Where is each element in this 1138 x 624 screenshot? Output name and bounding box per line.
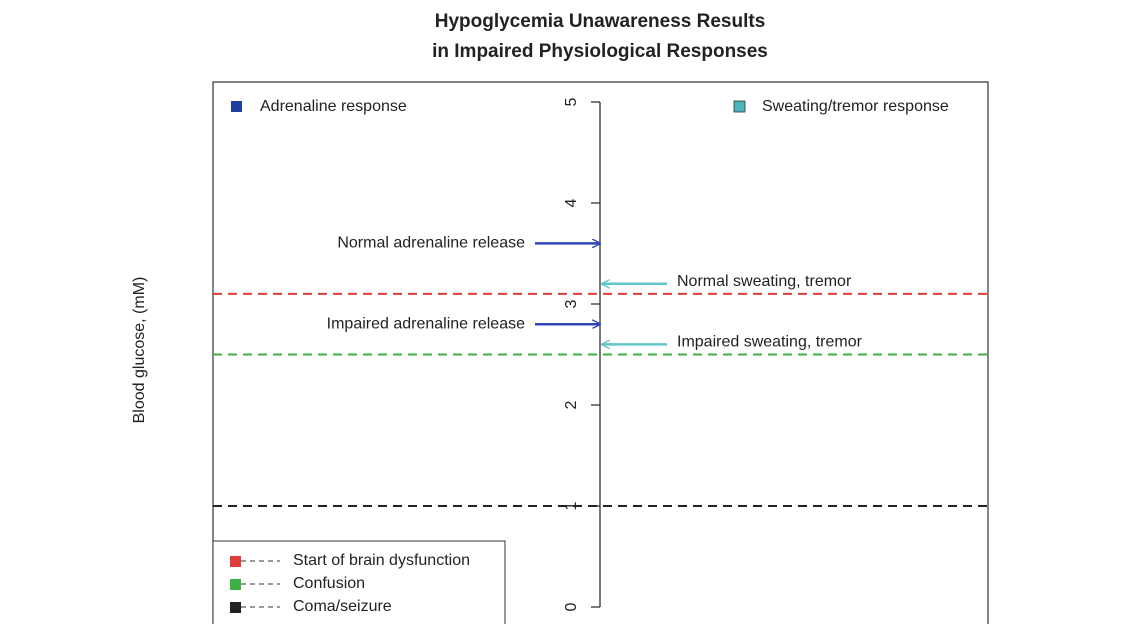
y-tick-label: 4: [563, 198, 580, 207]
y-tick-label: 2: [563, 400, 580, 409]
arrow-label: Impaired sweating, tremor: [677, 334, 863, 351]
arrow-label: Normal adrenaline release: [337, 235, 525, 252]
legend-label: Start of brain dysfunction: [293, 552, 470, 569]
plot-frame: [212, 81, 989, 624]
y-tick-label: 5: [563, 97, 580, 106]
legend-swatch: [231, 101, 242, 112]
arrow-label: Impaired adrenaline release: [327, 315, 525, 332]
legend-swatch: [733, 100, 746, 113]
y-tick-label: 0: [563, 602, 580, 611]
y-tick-label: 3: [563, 299, 580, 308]
y-tick-label: 1: [563, 501, 580, 510]
legend-swatch: [230, 556, 241, 567]
arrow-label: Normal sweating, tremor: [677, 273, 852, 290]
legend-label: Sweating/tremor response: [762, 98, 949, 115]
legend-label: Adrenaline response: [260, 98, 407, 115]
chart-title: Hypoglycemia Unawareness Results: [435, 11, 766, 32]
legend-swatch: [230, 602, 241, 613]
y-axis-label: Blood glucose, (mM): [131, 277, 148, 424]
legend-label: Coma/seizure: [293, 598, 392, 615]
legend-label: Confusion: [293, 575, 365, 592]
chart-title: in Impaired Physiological Responses: [432, 41, 768, 62]
legend-swatch: [230, 579, 241, 590]
legend-box: [212, 540, 506, 624]
